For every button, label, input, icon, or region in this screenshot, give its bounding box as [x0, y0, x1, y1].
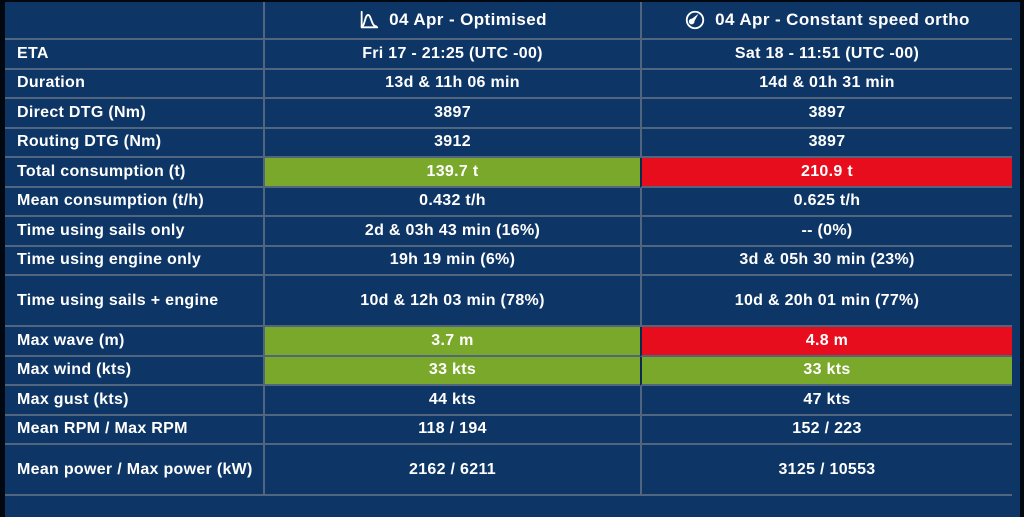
row-label: Time using engine only	[5, 247, 263, 276]
row-label: Max gust (kts)	[5, 386, 263, 416]
constant-value-cell: 4.8 m	[640, 327, 1012, 357]
row-label: Mean consumption (t/h)	[5, 188, 263, 217]
row-label: Total consumption (t)	[5, 158, 263, 188]
constant-value-cell: 3125 / 10553	[640, 445, 1012, 496]
optimised-value-cell: Fri 17 - 21:25 (UTC -00)	[263, 40, 640, 70]
constant-value-cell: 14d & 01h 31 min	[640, 69, 1012, 99]
constant-value-cell: 10d & 20h 01 min (77%)	[640, 276, 1012, 327]
optimised-value-cell: 0.432 t/h	[263, 187, 640, 217]
gauge-icon	[684, 9, 706, 31]
constant-value-cell: 33 kts	[640, 356, 1012, 386]
optimised-value-cell: 118 / 194	[263, 415, 640, 445]
header-constant-label: 04 Apr - Constant speed ortho	[715, 10, 970, 30]
constant-value-cell: Sat 18 - 11:51 (UTC -00)	[640, 40, 1012, 70]
optimised-value-cell: 3.7 m	[263, 327, 640, 357]
optimised-value-cell: 2162 / 6211	[263, 445, 640, 496]
row-label: Mean RPM / Max RPM	[5, 416, 263, 445]
optimised-value-cell: 2d & 03h 43 min (16%)	[263, 217, 640, 247]
row-label: ETA	[5, 40, 263, 70]
constant-value-cell: 210.9 t	[640, 158, 1012, 188]
row-label: Time using sails + engine	[5, 276, 263, 327]
optimised-value-cell: 19h 19 min (6%)	[263, 246, 640, 276]
optimised-value-cell: 10d & 12h 03 min (78%)	[263, 276, 640, 327]
header-spacer	[5, 2, 263, 40]
constant-value-cell: 0.625 t/h	[640, 187, 1012, 217]
header-optimised-label: 04 Apr - Optimised	[389, 10, 547, 30]
row-label: Direct DTG (Nm)	[5, 99, 263, 129]
header-constant-route: 04 Apr - Constant speed ortho	[640, 2, 1012, 40]
constant-value-cell: 3897	[640, 128, 1012, 158]
constant-value-cell: 47 kts	[640, 386, 1012, 416]
row-label: Duration	[5, 70, 263, 99]
row-label: Mean power / Max power (kW)	[5, 445, 263, 496]
row-label: Max wind (kts)	[5, 357, 263, 386]
optimised-value-cell: 33 kts	[263, 356, 640, 386]
panel-background: 04 Apr - Optimised 04 Apr - Constant spe…	[5, 2, 1020, 517]
constant-value-cell: 3d & 05h 30 min (23%)	[640, 246, 1012, 276]
constant-value-cell: -- (0%)	[640, 217, 1012, 247]
optimised-value-cell: 3912	[263, 128, 640, 158]
optimised-value-cell: 13d & 11h 06 min	[263, 69, 640, 99]
row-label: Time using sails only	[5, 217, 263, 247]
row-label: Routing DTG (Nm)	[5, 129, 263, 158]
curve-icon	[358, 9, 380, 31]
optimised-value-cell: 3897	[263, 99, 640, 129]
constant-value-cell: 3897	[640, 99, 1012, 129]
optimised-value-cell: 139.7 t	[263, 158, 640, 188]
row-label: Max wave (m)	[5, 327, 263, 357]
optimised-value-cell: 44 kts	[263, 386, 640, 416]
constant-value-cell: 152 / 223	[640, 415, 1012, 445]
header-optimised-route: 04 Apr - Optimised	[263, 2, 640, 40]
comparison-table: 04 Apr - Optimised 04 Apr - Constant spe…	[5, 2, 1012, 496]
